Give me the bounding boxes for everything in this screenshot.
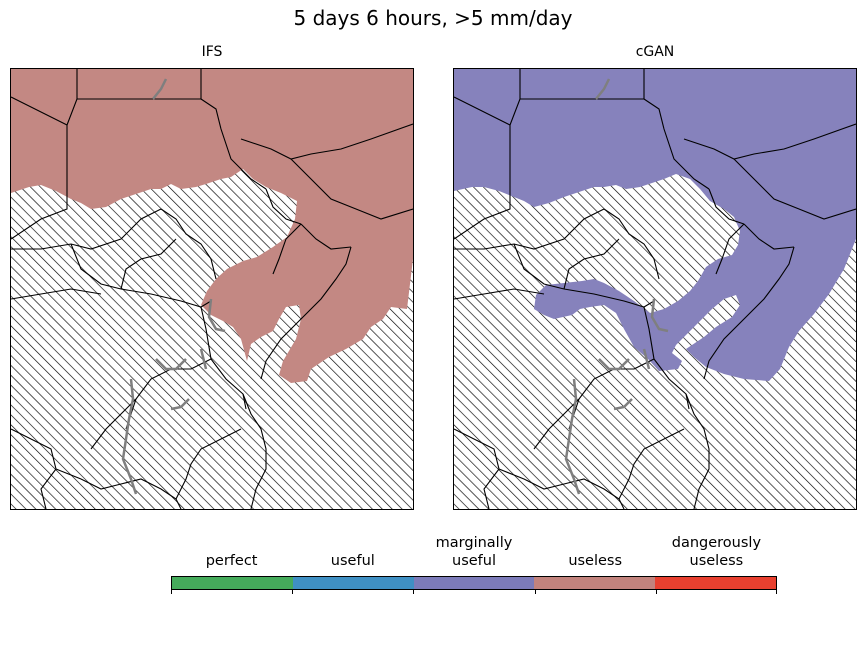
forecast-region — [11, 69, 413, 383]
panel-title-cgan: cGAN — [635, 44, 675, 60]
colorbar-tick — [171, 589, 172, 594]
country-borders — [454, 69, 856, 509]
map-ifs-svg — [11, 69, 413, 509]
colorbar-label: useless — [568, 553, 623, 569]
colorbar-segment — [534, 577, 656, 589]
map-cgan — [453, 68, 857, 510]
colorbar-tick — [413, 589, 415, 594]
colorbar-label: perfect — [205, 553, 258, 569]
colorbar-segment — [413, 577, 535, 589]
map-cgan-svg — [454, 69, 856, 509]
lakes-and-rivers — [564, 78, 669, 495]
lakes-and-rivers — [121, 78, 226, 495]
colorbar-tick — [655, 589, 657, 594]
colorbar-tick — [534, 589, 536, 594]
colorbar-segment — [172, 577, 293, 589]
map-ifs — [10, 68, 414, 510]
figure-title: 5 days 6 hours, >5 mm/day — [293, 6, 573, 30]
colorbar — [171, 576, 777, 590]
colorbar-tick — [292, 589, 294, 594]
forecast-region — [454, 69, 856, 381]
colorbar-segment — [292, 577, 414, 589]
panel-title-ifs: IFS — [201, 44, 223, 60]
country-borders — [11, 69, 413, 509]
colorbar-tick — [776, 589, 777, 594]
colorbar-label: dangerously useless — [671, 535, 762, 569]
colorbar-label: useful — [330, 553, 375, 569]
colorbar-segment — [655, 577, 776, 589]
colorbar-label: marginally useful — [435, 535, 513, 569]
